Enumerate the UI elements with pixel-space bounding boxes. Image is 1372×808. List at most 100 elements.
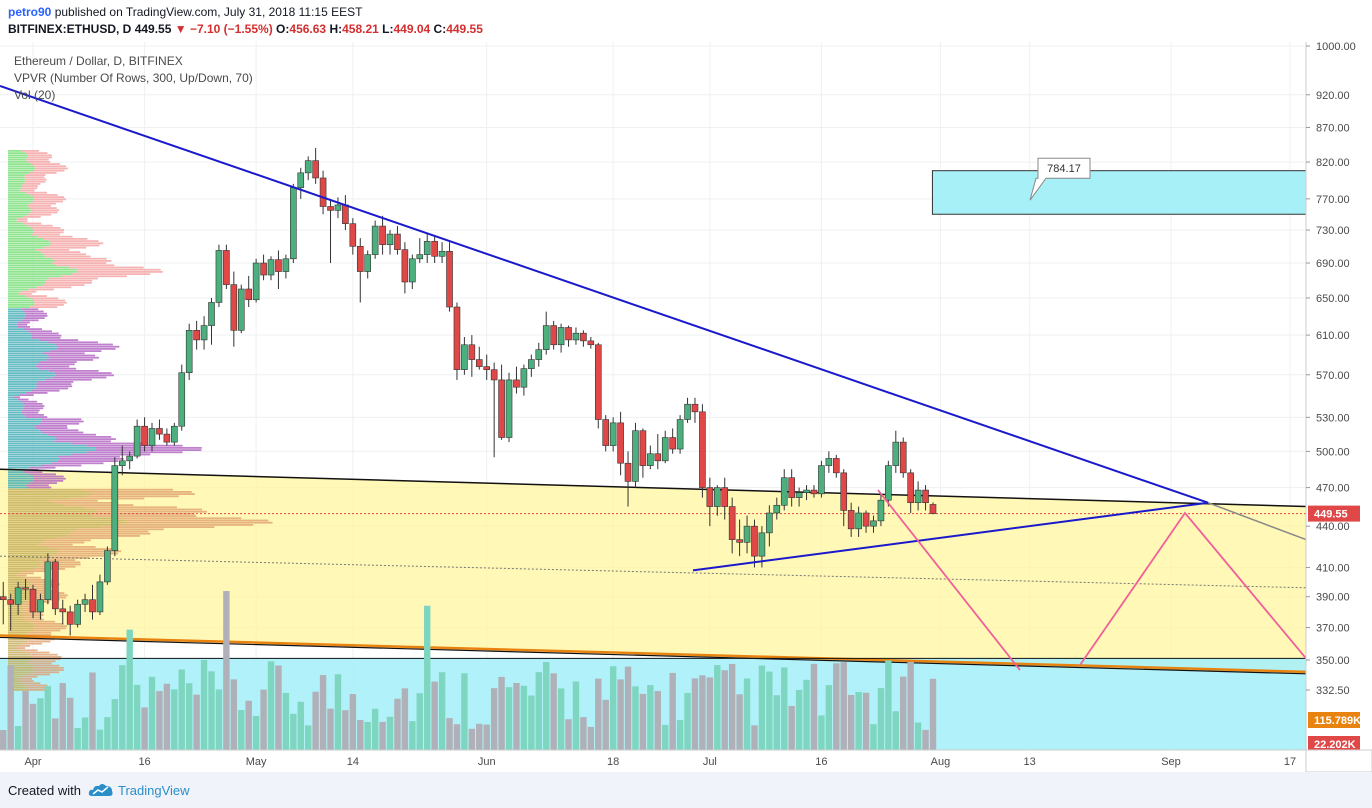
vpvr-bar-up: [8, 631, 28, 634]
vpvr-bar-down: [72, 453, 151, 456]
vpvr-bar-down: [16, 574, 27, 577]
volume-bar: [29, 703, 37, 750]
vpvr-bar-down: [58, 550, 122, 553]
price-tick-label: 570.00: [1316, 370, 1350, 382]
vpvr-bar-up: [8, 488, 83, 491]
vpvr-bar-down: [26, 689, 50, 691]
vpvr-bar-up: [8, 627, 35, 630]
vpvr-bar-down: [34, 198, 66, 201]
vpvr-bar-up: [8, 541, 43, 544]
vpvr-bar-up: [8, 398, 18, 401]
volume-bar: [624, 666, 632, 750]
candle-body: [699, 411, 706, 488]
vpvr-bar-up: [8, 405, 25, 407]
volume-bar: [513, 682, 520, 750]
volume-bar: [156, 691, 163, 750]
candle-body: [669, 437, 676, 450]
vpvr-bar-up: [8, 240, 49, 242]
candle-body: [766, 512, 773, 534]
volume-ma-badge-bg: [1308, 712, 1360, 728]
ohlc-line: BITFINEX:ETHUSD, D 449.55 ▼ −7.10 (−1.55…: [8, 22, 483, 36]
legend-vpvr[interactable]: VPVR (Number Of Rows, 300, Up/Down, 70): [14, 71, 253, 85]
volume-bar: [490, 688, 498, 750]
channel-fill: [0, 469, 1306, 672]
vpvr-bar-down: [127, 521, 273, 524]
vpvr-bar-down: [25, 178, 47, 181]
candle-body: [661, 437, 669, 462]
vpvr-bar-down: [31, 671, 60, 674]
vpvr-bar-down: [27, 154, 52, 157]
volume-bar: [565, 719, 572, 750]
vpvr-bar-up: [8, 156, 28, 159]
volume-bar: [178, 669, 185, 750]
candle-body: [580, 332, 587, 342]
vpvr-bar-down: [30, 581, 59, 583]
chart-area[interactable]: 784.17 1000.00 920.00 870.00 820.00 770.00 730…: [0, 41, 1372, 773]
vpvr-bar-down: [95, 449, 202, 451]
volume-bar: [7, 665, 14, 750]
price-chart[interactable]: 784.17 1000.00 920.00 870.00 820.00 770.00 730…: [0, 41, 1372, 773]
candle-body: [81, 599, 89, 605]
vpvr-bar-down: [25, 191, 48, 194]
candle-body: [453, 306, 461, 370]
candle-body: [156, 428, 163, 435]
candle-body: [349, 223, 357, 247]
volume-bar: [684, 692, 691, 750]
vpvr-bar-down: [29, 202, 56, 205]
vpvr-bar-up: [8, 568, 34, 570]
candle-body: [475, 359, 483, 367]
vpvr-bar-up: [8, 537, 58, 539]
volume-bar: [781, 667, 788, 750]
candle-body: [379, 225, 386, 245]
candle-body: [7, 599, 14, 605]
vpvr-bar-up: [8, 343, 56, 346]
volume-bar: [818, 715, 825, 750]
legend-vol[interactable]: Vol (20): [14, 88, 56, 102]
vpvr-bar-up: [8, 581, 31, 583]
vpvr-bar-up: [8, 367, 39, 370]
candle-body: [29, 588, 37, 613]
candle-body: [141, 425, 148, 446]
vpvr-bar-down: [32, 480, 64, 482]
vpvr-bar-down: [29, 473, 56, 476]
vpvr-bar-down: [32, 334, 62, 337]
volume-bar: [74, 728, 81, 750]
candle-body: [691, 403, 699, 413]
vpvr-bar-up: [8, 594, 35, 597]
candle-body: [319, 177, 327, 207]
vpvr-bar-up: [8, 288, 29, 291]
vpvr-bar-up: [8, 271, 78, 273]
vpvr-bar-down: [27, 587, 52, 590]
vpvr-bar-down: [29, 585, 57, 588]
vpvr-bar-up: [8, 178, 26, 181]
vpvr-bar-up: [8, 341, 49, 344]
candle-body: [74, 603, 81, 625]
vpvr-bar-down: [21, 308, 39, 311]
candle-body: [706, 487, 714, 507]
vpvr-bar-down: [27, 579, 52, 581]
vpvr-bar-down: [28, 224, 53, 227]
volume-bar: [483, 724, 490, 750]
vpvr-bar-up: [8, 420, 43, 423]
price-tick-label: 332.50: [1316, 685, 1350, 697]
vpvr-bar-up: [8, 361, 39, 363]
author-name[interactable]: petro90: [8, 5, 52, 19]
vpvr-bar-down: [37, 543, 73, 546]
vpvr-bar-up: [8, 543, 38, 546]
price-tick-label: 730.00: [1316, 225, 1350, 237]
legend-title[interactable]: Ethereum / Dollar, D, BITFINEX: [14, 54, 183, 68]
candle-body: [416, 254, 424, 260]
volume-bar: [371, 708, 379, 750]
footer-created-with: Created with: [8, 783, 81, 798]
vpvr-bar-up: [8, 682, 23, 685]
vpvr-bar-down: [92, 515, 197, 517]
volume-bar: [461, 673, 468, 750]
footer-brand[interactable]: TradingView: [118, 783, 190, 798]
vpvr-bar-up: [8, 409, 23, 412]
vpvr-bar-up: [8, 482, 31, 484]
vpvr-bar-down: [52, 262, 107, 264]
vpvr-bar-down: [13, 396, 21, 399]
vpvr-bar-down: [37, 235, 73, 238]
volume-bar: [44, 686, 52, 750]
candle-body: [914, 489, 922, 504]
